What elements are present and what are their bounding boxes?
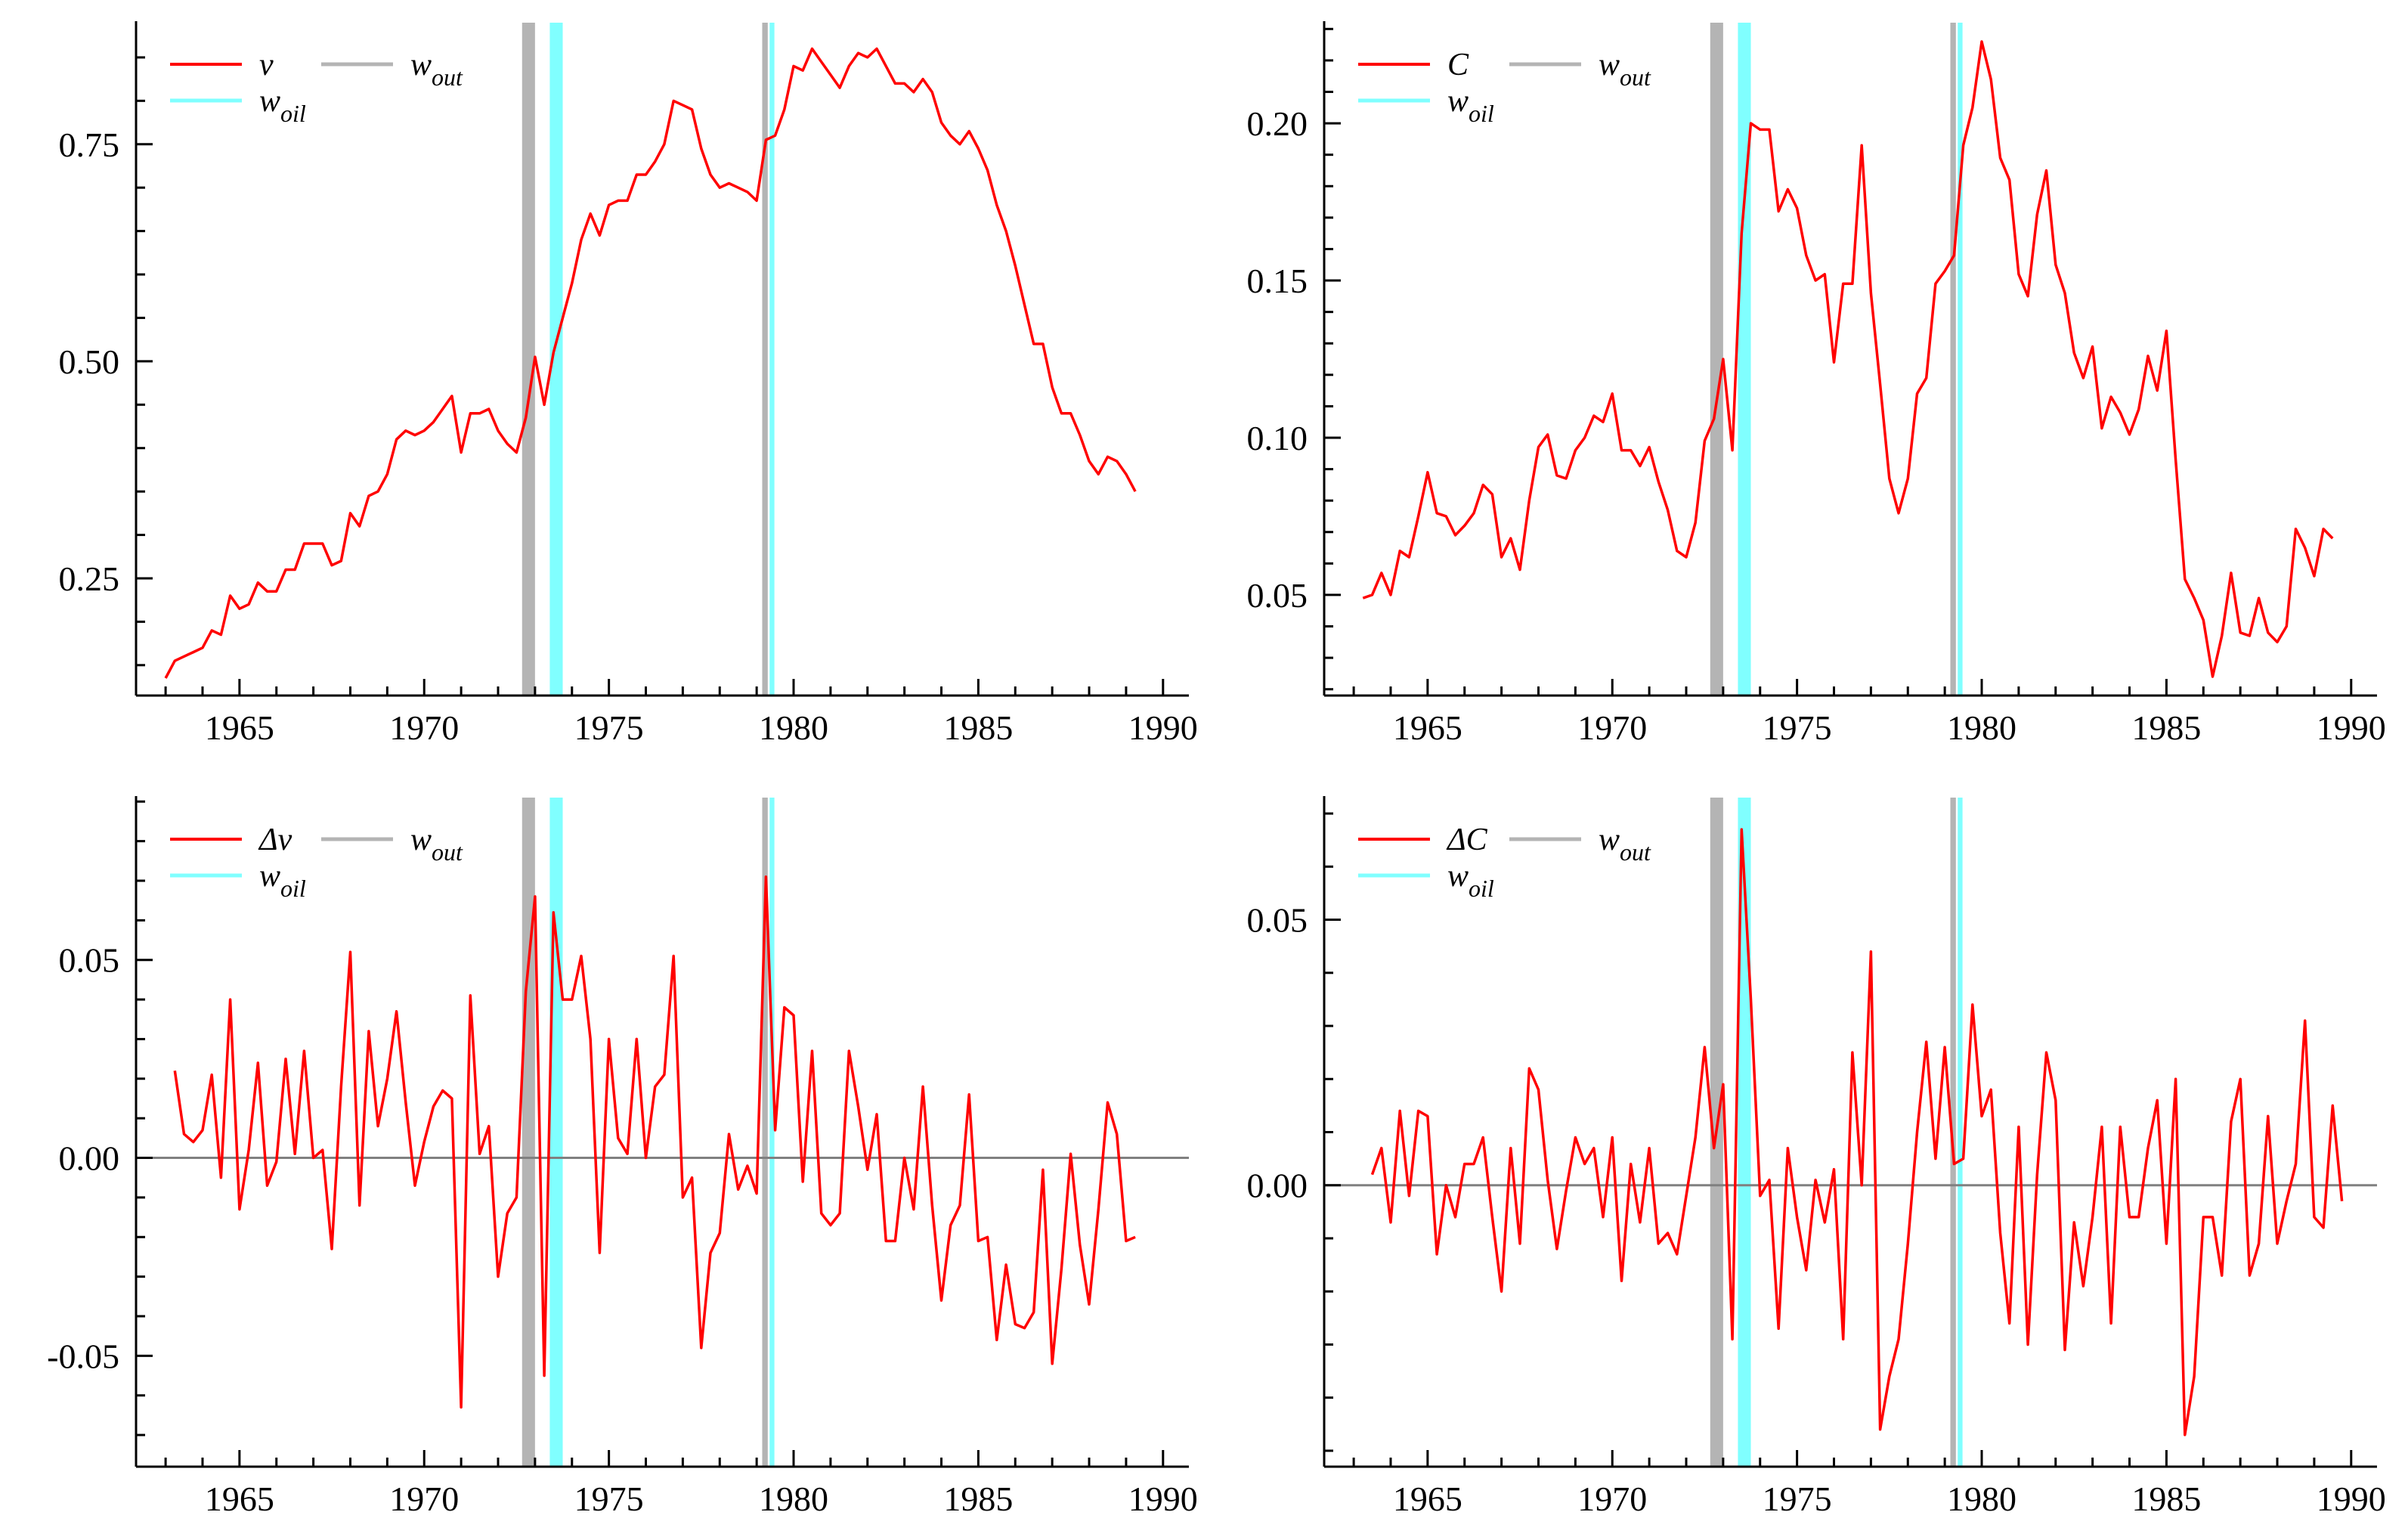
legend-label-out-main: w bbox=[1599, 48, 1620, 82]
band-oil-1 bbox=[549, 23, 563, 696]
y-tick-label: 0.00 bbox=[59, 1139, 120, 1178]
band-oil-3 bbox=[1958, 798, 1963, 1467]
legend-label-out: wout bbox=[410, 48, 463, 91]
legend-label-out-sub: out bbox=[432, 838, 463, 866]
legend-label-series: C bbox=[1447, 48, 1469, 82]
x-tick-label: 1975 bbox=[574, 1480, 644, 1518]
legend-label-oil: woil bbox=[259, 84, 306, 127]
band-out-0 bbox=[522, 798, 535, 1467]
legend-label-oil-sub: oil bbox=[1469, 100, 1494, 127]
x-tick-label: 1965 bbox=[1393, 1480, 1462, 1518]
legend-label-series: v bbox=[259, 48, 274, 82]
legend-label-out-main: w bbox=[410, 823, 432, 857]
panel-c: 1965 1970 1975 1980 1985 1990 0.05 0.10 0.15 0.20… bbox=[1247, 21, 2386, 747]
series-line bbox=[164, 47, 1137, 679]
y-tick-label: 0.05 bbox=[1247, 576, 1308, 615]
legend-label-oil-sub: oil bbox=[1469, 875, 1494, 902]
legend-label-out-sub: out bbox=[1620, 64, 1651, 91]
band-oil-3 bbox=[769, 23, 775, 696]
x-tick-label: 1980 bbox=[759, 708, 828, 747]
legend-label-out: wout bbox=[1599, 48, 1651, 91]
y-tick-label: 0.00 bbox=[1247, 1167, 1308, 1205]
x-tick-label: 1970 bbox=[1577, 1480, 1647, 1518]
legend-label-oil-sub: oil bbox=[280, 875, 306, 902]
x-tick-label: 1965 bbox=[1393, 708, 1462, 747]
band-oil-3 bbox=[1958, 23, 1963, 696]
y-tick-label: 0.10 bbox=[1247, 419, 1308, 457]
x-tick-label: 1975 bbox=[574, 708, 644, 747]
series-line bbox=[173, 875, 1136, 1409]
legend-label-oil: woil bbox=[1447, 859, 1494, 902]
x-tick-label: 1965 bbox=[205, 1480, 274, 1518]
x-tick-label: 1990 bbox=[1128, 708, 1198, 747]
band-out-0 bbox=[1710, 23, 1723, 696]
legend-label-out-main: w bbox=[410, 48, 432, 82]
legend-label-out: wout bbox=[410, 823, 463, 866]
legend-label-out-sub: out bbox=[432, 64, 463, 91]
y-tick-label: -0.05 bbox=[47, 1337, 119, 1375]
y-tick-label: 0.50 bbox=[59, 342, 120, 381]
band-oil-1 bbox=[549, 798, 563, 1467]
series-line bbox=[1362, 40, 2334, 678]
x-tick-label: 1985 bbox=[943, 1480, 1013, 1518]
band-oil-1 bbox=[1738, 23, 1751, 696]
x-tick-label: 1990 bbox=[1128, 1480, 1198, 1518]
legend-label-out-main: w bbox=[1599, 823, 1620, 857]
x-tick-label: 1970 bbox=[389, 708, 459, 747]
x-tick-label: 1985 bbox=[943, 708, 1013, 747]
x-tick-label: 1970 bbox=[389, 1480, 459, 1518]
x-tick-label: 1985 bbox=[2131, 1480, 2201, 1518]
legend-label-out-sub: out bbox=[1620, 838, 1651, 866]
legend-label-oil: woil bbox=[1447, 84, 1494, 127]
y-tick-label: 0.05 bbox=[59, 941, 120, 980]
legend-label-oil-main: w bbox=[1447, 84, 1469, 119]
legend-label-oil-main: w bbox=[259, 859, 280, 894]
band-oil-1 bbox=[1738, 798, 1751, 1467]
x-tick-label: 1975 bbox=[1763, 1480, 1832, 1518]
legend-label-series: Δv bbox=[258, 823, 292, 857]
legend-label-out: wout bbox=[1599, 823, 1651, 866]
legend-label-series: ΔC bbox=[1446, 823, 1488, 857]
y-tick-label: 0.20 bbox=[1247, 104, 1308, 143]
x-tick-label: 1980 bbox=[1947, 1480, 2016, 1518]
band-out-2 bbox=[1950, 798, 1956, 1467]
band-out-2 bbox=[762, 23, 768, 696]
y-tick-label: 0.75 bbox=[59, 125, 120, 164]
legend-label-oil-main: w bbox=[259, 84, 280, 119]
y-tick-label: 0.15 bbox=[1247, 262, 1308, 300]
series-line bbox=[1370, 828, 2344, 1436]
x-tick-label: 1990 bbox=[2317, 1480, 2386, 1518]
y-tick-label: 0.25 bbox=[59, 559, 120, 598]
y-tick-label: 0.05 bbox=[1247, 901, 1308, 940]
x-tick-label: 1990 bbox=[2317, 708, 2386, 747]
x-tick-label: 1980 bbox=[759, 1480, 828, 1518]
legend-label-oil-sub: oil bbox=[280, 100, 306, 127]
x-tick-label: 1980 bbox=[1947, 708, 2016, 747]
band-out-2 bbox=[1950, 23, 1956, 696]
x-tick-label: 1975 bbox=[1763, 708, 1832, 747]
x-tick-label: 1970 bbox=[1577, 708, 1647, 747]
band-out-2 bbox=[762, 798, 768, 1467]
band-oil-3 bbox=[769, 798, 775, 1467]
band-out-0 bbox=[522, 23, 535, 696]
x-tick-label: 1985 bbox=[2131, 708, 2201, 747]
legend-label-oil: woil bbox=[259, 859, 306, 902]
x-tick-label: 1965 bbox=[205, 708, 274, 747]
legend-label-oil-main: w bbox=[1447, 859, 1469, 894]
